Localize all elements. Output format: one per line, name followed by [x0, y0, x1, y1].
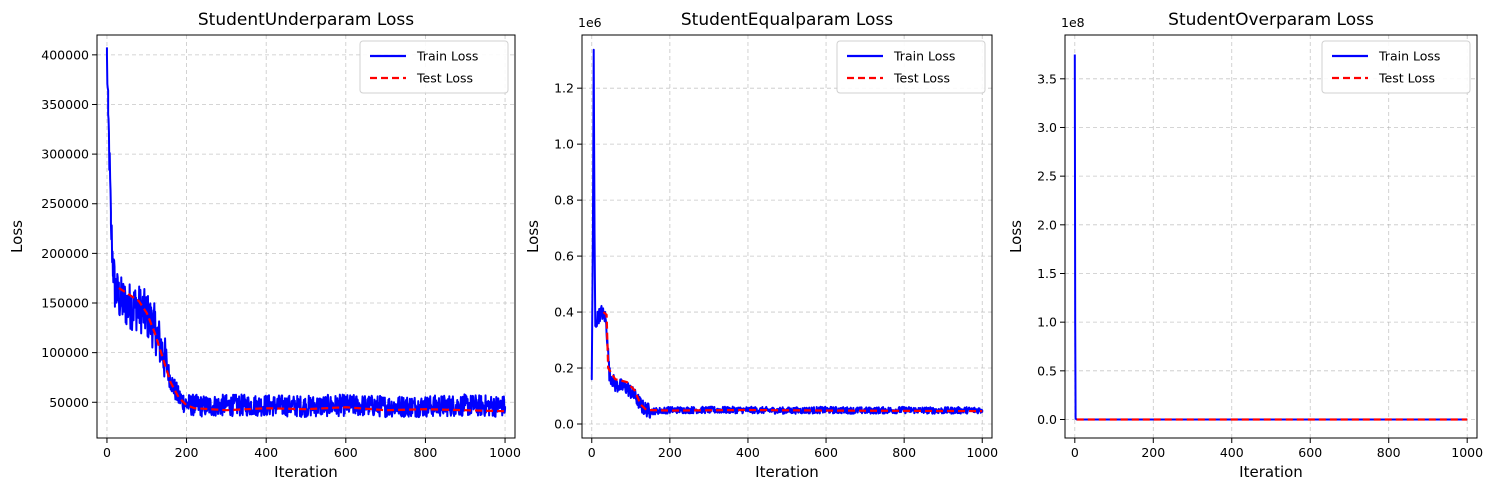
y-tick-label: 300000: [41, 147, 89, 162]
legend-label: Train Loss: [416, 49, 478, 64]
y-tick-label: 0.2: [554, 361, 574, 376]
chart-title: StudentEqualparam Loss: [681, 10, 893, 30]
y-offset-label: 1e8: [1061, 15, 1085, 30]
x-tick-label: 1000: [966, 445, 998, 460]
legend-label: Train Loss: [893, 49, 955, 64]
chart-panel-3: 0 200 400 600 800 1000 0.0 0.5 1.0 1.5 2.0 2.5 3.0 3.…: [1007, 10, 1483, 481]
x-axis-label: Iteration: [274, 463, 338, 481]
x-tick-label: 400: [1220, 445, 1244, 460]
legend-box: [836, 40, 986, 94]
x-tick-label: 200: [175, 445, 199, 460]
x-tick-label: 600: [334, 445, 358, 460]
legend-label: Test Loss: [1378, 71, 1435, 86]
legend: Train Loss Test Loss: [359, 40, 509, 94]
x-tick-label: 0: [103, 445, 111, 460]
x-axis-label: Iteration: [1239, 463, 1303, 481]
chart-panel-1: 0 200 400 600 800 1000 50000 100000 150000 200000…: [8, 10, 521, 481]
x-tick-label: 1000: [489, 445, 521, 460]
x-tick-label: 800: [413, 445, 437, 460]
y-tick-label: 400000: [41, 47, 89, 62]
y-tick-label: 0.6: [554, 249, 574, 264]
x-tick-label: 200: [658, 445, 682, 460]
legend: Train Loss Test Loss: [836, 40, 986, 94]
legend-box: [1321, 40, 1471, 94]
x-tick-label: 1000: [1451, 445, 1483, 460]
x-axis-label: Iteration: [755, 463, 819, 481]
y-tick-label: 3.0: [1037, 120, 1057, 135]
axes-frame: [1064, 34, 1478, 439]
axes-frame: [581, 34, 993, 439]
y-tick-label: 1.0: [1037, 315, 1057, 330]
y-tick-label: 250000: [41, 196, 89, 211]
y-tick-label: 350000: [41, 97, 89, 112]
y-tick-label: 0.0: [554, 417, 574, 432]
test-loss-line: [118, 287, 506, 413]
x-tick-label: 600: [1298, 445, 1322, 460]
x-tick-label: 400: [254, 445, 278, 460]
x-tick-label: 800: [1377, 445, 1401, 460]
y-tick-label: 1.5: [1037, 266, 1057, 281]
legend: Train Loss Test Loss: [1321, 40, 1471, 94]
y-tick-label: 50000: [49, 395, 89, 410]
chart-panel-2: 0 200 400 600 800 1000 0.0 0.2 0.4 0.6 0.8 1.0 1.2 1e…: [524, 10, 998, 481]
y-tick-label: 3.5: [1037, 71, 1057, 86]
x-tick-label: 800: [892, 445, 916, 460]
y-tick-label: 0.5: [1037, 363, 1057, 378]
x-tick-label: 400: [736, 445, 760, 460]
x-tick-label: 200: [1141, 445, 1165, 460]
x-tick-label: 0: [588, 445, 596, 460]
legend-label: Train Loss: [1378, 49, 1440, 64]
y-tick-label: 0.4: [554, 305, 574, 320]
y-axis-label: Loss: [8, 220, 26, 253]
y-offset-label: 1e6: [578, 15, 602, 30]
legend-box: [359, 40, 509, 94]
train-loss-line: [1073, 54, 1468, 421]
y-tick-label: 0.8: [554, 193, 574, 208]
y-axis-label: Loss: [1007, 220, 1025, 253]
y-tick-label: 2.5: [1037, 169, 1057, 184]
y-tick-label: 0.0: [1037, 412, 1057, 427]
y-axis-label: Loss: [524, 220, 542, 253]
train-loss-line: [105, 47, 507, 419]
train-loss-line: [590, 48, 984, 419]
test-loss-line: [602, 311, 983, 413]
y-tick-label: 1.2: [554, 81, 574, 96]
y-tick-label: 100000: [41, 345, 89, 360]
chart-title: StudentUnderparam Loss: [198, 10, 414, 30]
y-tick-label: 1.0: [554, 137, 574, 152]
x-tick-label: 600: [814, 445, 838, 460]
legend-label: Test Loss: [416, 71, 473, 86]
y-tick-label: 2.0: [1037, 217, 1057, 232]
chart-title: StudentOverparam Loss: [1168, 10, 1374, 30]
x-tick-label: 0: [1071, 445, 1079, 460]
y-tick-label: 200000: [41, 246, 89, 261]
legend-label: Test Loss: [893, 71, 950, 86]
y-tick-label: 150000: [41, 296, 89, 311]
axes-frame: [96, 34, 516, 439]
